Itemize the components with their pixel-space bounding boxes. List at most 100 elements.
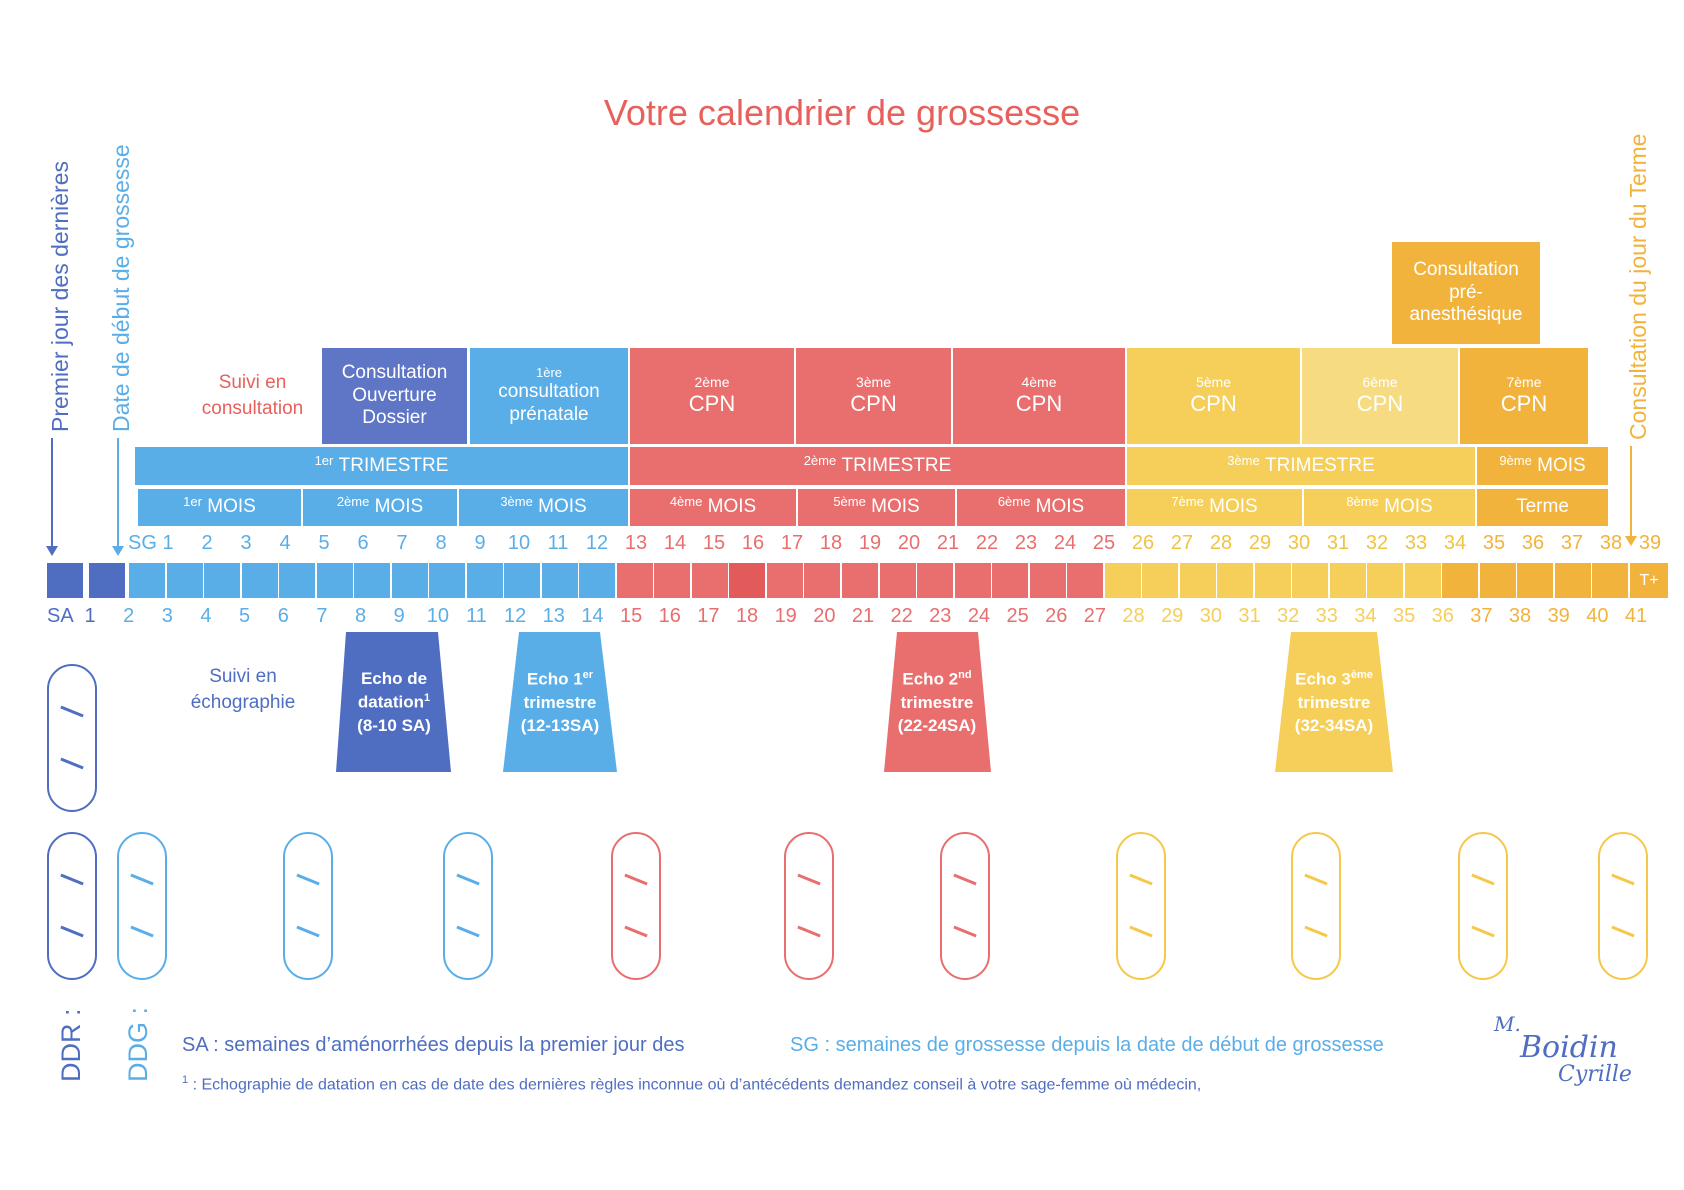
mois-9: 9ème MOIS	[1477, 447, 1608, 485]
ddr-date-pill[interactable]	[47, 832, 97, 980]
echo-datation-label: Echo de datation1 (8-10 SA)	[340, 668, 448, 737]
sa-number: 29	[1161, 605, 1184, 627]
sa-number: 6	[277, 605, 289, 627]
sa-number: 31	[1238, 605, 1261, 627]
echo-t3-label: Echo 3ème trimestre (32-34SA)	[1276, 668, 1392, 737]
cpn-3: 3ème CPN	[796, 348, 951, 444]
slash	[60, 705, 84, 718]
cpn-date-pill[interactable]	[1291, 832, 1341, 980]
sa-number: 23	[929, 605, 952, 627]
signature-boidin: Boidin	[1520, 1030, 1618, 1065]
ddr-arrowhead	[46, 546, 58, 556]
suivi-echographie-label: Suivi en échographie	[190, 666, 296, 713]
mois-terme: Terme	[1477, 489, 1608, 526]
slash	[456, 873, 480, 886]
sg-number: 31	[1326, 532, 1350, 554]
cpn-date-pill[interactable]	[784, 832, 834, 980]
sa-number: 37	[1470, 605, 1493, 627]
sg-number: 36	[1521, 532, 1545, 554]
sg-number: 22	[975, 532, 999, 554]
echo-t2-line1: Echo 2nd	[902, 669, 972, 689]
sa-number: 20	[813, 605, 836, 627]
sa-number: 10	[426, 605, 449, 627]
cpn-date-pill[interactable]	[940, 832, 990, 980]
mois-1: 1er MOIS	[138, 489, 301, 526]
sg-number: 15	[702, 532, 726, 554]
bar-cell	[1105, 563, 1143, 598]
sg-number: 3	[240, 532, 252, 554]
slash	[60, 873, 84, 886]
terme-arrowhead	[1625, 536, 1637, 546]
sa-number: 4	[200, 605, 212, 627]
sg-number: 20	[897, 532, 921, 554]
sg-number: 33	[1404, 532, 1428, 554]
sg-number: 4	[279, 532, 291, 554]
cpn-5: 5ème CPN	[1127, 348, 1300, 444]
mois-4: 4ème MOIS	[630, 489, 796, 526]
signature-cyrille: Cyrille	[1558, 1062, 1632, 1087]
ddg-date-pill[interactable]	[117, 832, 167, 980]
sg-number: 8	[435, 532, 447, 554]
echo-datation-line2: datation1	[357, 691, 431, 712]
cpn-date-pill[interactable]	[283, 832, 333, 980]
slash	[456, 925, 480, 938]
slash	[60, 757, 84, 770]
signature: M. Boidin Cyrille	[1492, 1008, 1652, 1098]
sa-number: 7	[316, 605, 328, 627]
bar-cell	[654, 563, 692, 598]
bar-cell	[1480, 563, 1518, 598]
sg-number: 10	[507, 532, 531, 554]
sa-number: 34	[1354, 605, 1377, 627]
bar-cell	[804, 563, 842, 598]
bar-cell-sa	[47, 563, 85, 598]
slash	[624, 925, 648, 938]
sg-number: 9	[474, 532, 486, 554]
sa-number: 8	[354, 605, 367, 627]
page-title: Votre calendrier de grossesse	[603, 92, 1081, 133]
mois-6: 6ème MOIS	[957, 489, 1125, 526]
cpn-date-pill[interactable]	[443, 832, 493, 980]
bar-cell	[1142, 563, 1180, 598]
sa-number: 39	[1547, 605, 1570, 627]
slash	[1304, 925, 1328, 938]
footnote: 1 : Echographie de datation en cas de da…	[182, 1074, 1202, 1094]
cpn-date-pill[interactable]	[1116, 832, 1166, 980]
bar-cell	[1367, 563, 1405, 598]
sg-number: 16	[741, 532, 765, 554]
cpn-2: 2ème CPN	[630, 348, 794, 444]
bar-cell	[1255, 563, 1293, 598]
trimestre-1: 1er TRIMESTRE	[135, 447, 628, 485]
cpn-date-pill[interactable]	[611, 832, 661, 980]
sg-number: 21	[936, 532, 960, 554]
echo-t1-line1: Echo 1er	[526, 669, 594, 689]
sg-number: 11	[547, 532, 569, 554]
sa-number: 22	[890, 605, 913, 627]
suivi-consultation-label: Suivi en consultation	[201, 372, 304, 419]
echo-date-pill[interactable]	[47, 664, 97, 812]
sg-number: 27	[1170, 532, 1194, 554]
bar-cell	[204, 563, 242, 598]
sa-number: 32	[1277, 605, 1300, 627]
sg-number: 28	[1209, 532, 1233, 554]
bar-cell	[992, 563, 1030, 598]
bar-cell-1	[89, 563, 127, 598]
sa-number: 12	[504, 605, 527, 627]
cpn-date-pill[interactable]	[1458, 832, 1508, 980]
sg-number: 39	[1638, 532, 1662, 554]
bar-cell	[579, 563, 617, 598]
sa-label: SA	[47, 605, 74, 627]
sa-number: 27	[1083, 605, 1107, 627]
sg-number: 25	[1092, 532, 1116, 554]
bar-cell	[917, 563, 955, 598]
mois-2: 2ème MOIS	[303, 489, 457, 526]
cpn-date-pill[interactable]	[1598, 832, 1648, 980]
sa-number: 19	[774, 605, 797, 627]
echo-t2-shape	[884, 632, 991, 772]
slash	[60, 925, 84, 938]
slash	[1129, 873, 1153, 886]
echo-t1-label: Echo 1er trimestre (12-13SA)	[505, 668, 615, 737]
sg-number: 23	[1014, 532, 1038, 554]
sa-number: 21	[851, 605, 875, 627]
